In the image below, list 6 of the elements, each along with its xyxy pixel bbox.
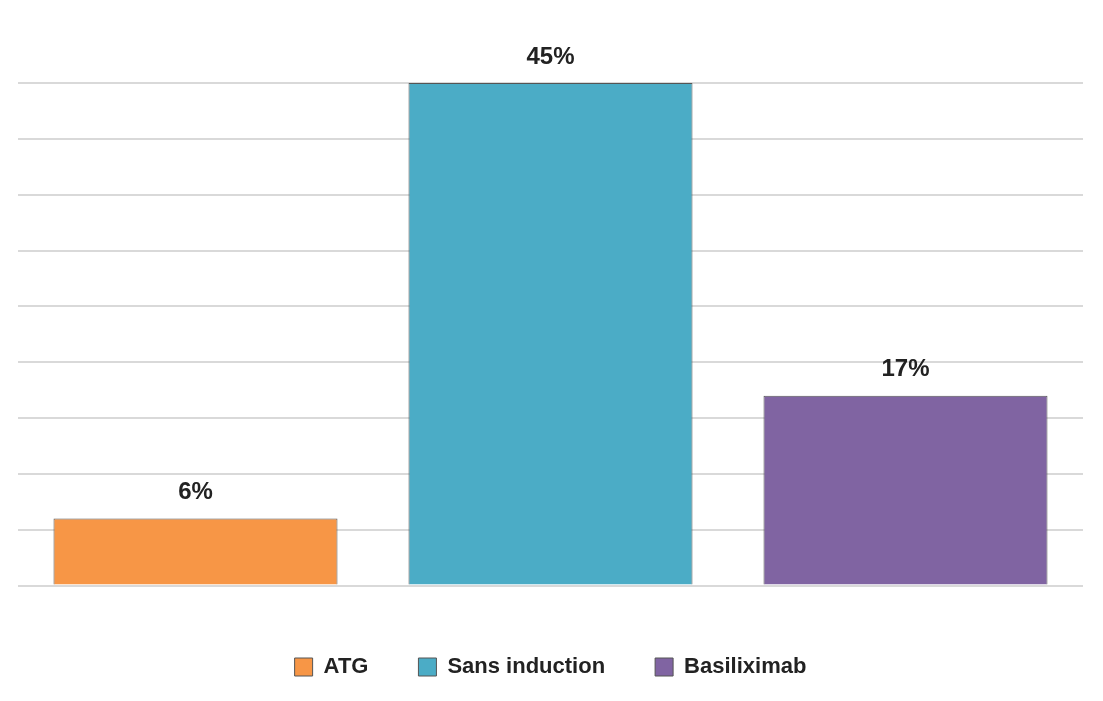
legend-label: ATG <box>323 653 369 679</box>
data-label: 45% <box>526 41 575 69</box>
legend-label: Basiliximab <box>684 653 807 679</box>
legend-label: Sans induction <box>447 653 606 679</box>
data-label: 17% <box>881 354 930 382</box>
data-label: 6% <box>178 477 213 505</box>
